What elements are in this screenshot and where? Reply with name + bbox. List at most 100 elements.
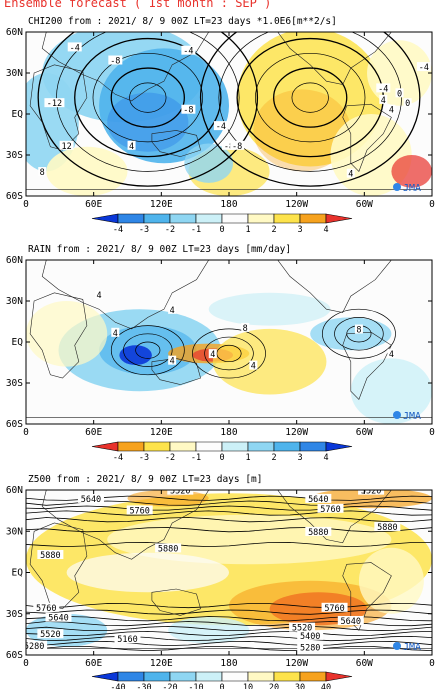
contour-line [123,333,173,367]
contour-label-bg [289,622,316,632]
map-area: 5640 5520 5640 5520 5760 5760 5880 5880 5880 5880… [24,487,432,655]
colorbar-swatch [169,213,197,224]
contour-label-bg [241,322,250,332]
jma-logo-text: JMA [403,411,421,422]
contour-line [216,344,242,363]
colorbar-label: 30 [295,683,305,689]
contour-label: -8 [183,106,193,116]
contour-line [26,505,432,511]
colorbar-label: 40 [321,683,331,689]
contour-label-bg [77,493,104,503]
x-tick-label: 0 [23,427,29,438]
coastline-north-america [277,490,392,544]
y-tick-label: 60S [6,650,23,661]
contour-label: 5160 [117,635,137,645]
field-region [26,301,108,367]
colorbar-swatch [325,213,353,224]
x-tick-label: 0 [23,658,29,669]
jma-logo-mark [393,183,401,191]
contour-label: 4 [210,350,215,360]
contour-label: 4 [97,291,102,301]
chart-panel-3: Z500 from : 2021/ 8/ 9 00Z LT=23 days [m… [6,474,435,689]
colorbar-swatch [325,441,353,452]
contour-label-bg [374,521,401,531]
contour-line [26,517,432,523]
contour-label-bg [127,140,136,150]
contour-label-bg [59,140,74,150]
contour-line [204,336,254,371]
colorbar-label: -30 [136,683,151,689]
colorbar-swatch [117,671,145,682]
colorbar-swatch [143,213,171,224]
colorbar-swatch [195,671,223,682]
contour-label: 5760 [324,604,344,614]
coastline-eurasia [41,32,210,102]
contour-label-bg [38,167,47,177]
colorbar-label: -20 [162,683,177,689]
contour-label: 4 [381,96,386,106]
contour-label: -8 [232,142,242,152]
jma-logo-mark [393,411,401,419]
contour-label: -4 [70,43,80,53]
contour-line [26,510,432,516]
contour-label: 5520 [40,630,60,640]
colorbar-label: -3 [139,225,149,235]
page-title: Ensemble forecast ( 1st month : SEP ) [4,0,272,10]
contour-label-bg [376,83,391,93]
contour-label-bg [354,324,363,334]
contour-label: 5520 [170,487,190,497]
contour-label: 5280 [24,642,44,652]
colorbar-swatch [117,213,145,224]
contour-label-bg [33,602,60,612]
contour-line [199,32,421,187]
contour-label-bg [416,62,431,72]
contour-label: -8 [224,142,234,152]
contour-label-bg [26,640,48,650]
colorbar-swatch [299,671,327,682]
contour-label: -4 [183,47,193,57]
colorbar: -40 -30 -20 -10 0 10 20 30 40 [91,671,353,689]
chart-title: RAIN from : 2021/ 8/ 9 00Z LT=23 days [m… [28,244,291,255]
contour-label-bg [305,493,332,503]
contour-label-bg [387,349,396,359]
coastline-eurasia [41,490,210,560]
colorbar-label: -3 [139,453,149,463]
y-tick-label: 30N [6,526,23,537]
contour-label-bg [108,55,123,65]
contour-label: 5880 [377,523,397,533]
field-region [208,292,331,326]
contour-label-bg [111,327,120,337]
contour-label: 5640 [48,614,68,624]
coastline-antarctica [26,417,432,424]
contour-label-bg [168,304,177,314]
colorbar-label: 4 [323,453,328,463]
colorbar-label: -2 [165,225,175,235]
contour-label: 8 [40,168,45,178]
colorbar-swatch [299,213,327,224]
colorbar-swatch [143,441,171,452]
field-region [358,547,424,614]
colorbar-swatch [325,671,353,682]
colorbar-label: 3 [297,453,302,463]
colorbar-label: -1 [191,225,201,235]
contour-line [92,52,203,143]
contour-label-bg [321,602,348,612]
contour-label-bg [37,550,64,559]
y-tick-label: 60N [6,255,23,266]
x-tick-label: 0 [429,199,435,210]
field-shading [26,32,432,196]
field-region [391,155,432,188]
contour-label: 5520 [292,624,312,634]
contour-label: -12 [47,99,62,109]
colorbar-label: -1 [191,453,201,463]
colorbar-label: -4 [113,225,123,235]
contour-label: 5880 [158,544,178,554]
contour-line [26,609,432,615]
colorbar-swatch [221,441,249,452]
y-tick-label: 30N [6,68,23,79]
y-tick-label: 30S [6,150,23,161]
colorbar-label: 20 [269,683,279,689]
contour-label: 0 [397,89,402,99]
